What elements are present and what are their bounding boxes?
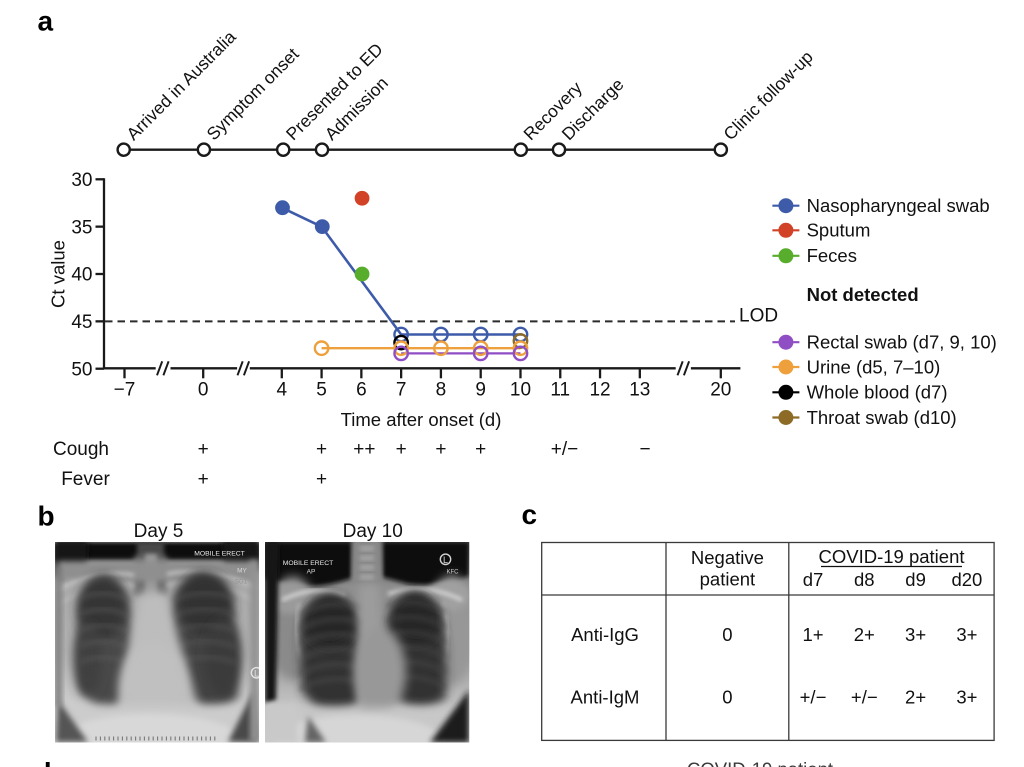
svg-text:Negative: Negative (691, 547, 764, 568)
svg-text:d7: d7 (803, 569, 824, 590)
svg-text:+: + (316, 469, 327, 490)
svg-text:+: + (198, 439, 209, 460)
svg-text:Fever: Fever (61, 469, 110, 490)
svg-text:Feces: Feces (807, 245, 857, 266)
svg-text:3+: 3+ (956, 624, 977, 645)
svg-text:12: 12 (589, 380, 610, 401)
svg-text:d: d (35, 757, 52, 767)
svg-text:35: 35 (71, 217, 92, 238)
svg-text:+/−: +/− (851, 686, 878, 707)
svg-text:MY: MY (237, 568, 247, 575)
svg-text:0: 0 (198, 380, 209, 401)
svg-text:−: − (639, 439, 650, 460)
svg-text:10: 10 (510, 380, 531, 401)
svg-text:11: 11 (550, 380, 570, 401)
svg-text:MOBILE ERECT: MOBILE ERECT (194, 551, 245, 558)
svg-text:20: 20 (710, 380, 731, 401)
svg-text:a: a (38, 6, 54, 37)
svg-text:Whole blood (d7): Whole blood (d7) (807, 382, 948, 403)
svg-text:+/−: +/− (551, 439, 578, 460)
svg-text:Throat swab (d10): Throat swab (d10) (807, 407, 957, 428)
svg-text:COVID-19 patient: COVID-19 patient (818, 546, 964, 567)
svg-text:2+: 2+ (905, 686, 926, 707)
svg-text:9: 9 (475, 380, 486, 401)
svg-text:MOBILE ERECT: MOBILE ERECT (283, 560, 334, 567)
svg-text:LOD: LOD (739, 305, 778, 326)
svg-text:−7: −7 (114, 380, 136, 401)
svg-text:COVID-19 patient: COVID-19 patient (687, 759, 833, 767)
svg-text:patient: patient (700, 569, 756, 590)
svg-text:7: 7 (396, 380, 407, 401)
svg-text:Time after onset (d): Time after onset (d) (341, 409, 502, 430)
svg-text:Not detected: Not detected (807, 284, 919, 305)
svg-text:d8: d8 (854, 569, 875, 590)
svg-text:Anti-IgM: Anti-IgM (571, 686, 640, 707)
svg-text:1+: 1+ (802, 624, 823, 645)
svg-text:++: ++ (353, 439, 375, 460)
svg-text:8: 8 (436, 380, 447, 401)
svg-text:40: 40 (71, 265, 92, 286)
svg-text:Ct value: Ct value (48, 240, 69, 308)
svg-text:L: L (443, 555, 448, 565)
svg-text:0: 0 (722, 624, 732, 645)
svg-text:d9: d9 (905, 569, 926, 590)
svg-text:3+: 3+ (956, 686, 977, 707)
svg-text:3+: 3+ (905, 624, 926, 645)
svg-text:Urine (d5, 7–10): Urine (d5, 7–10) (807, 356, 941, 377)
svg-text:L: L (254, 668, 259, 678)
svg-text:6: 6 (356, 380, 367, 401)
svg-text:+: + (475, 439, 486, 460)
svg-text:30: 30 (71, 170, 92, 191)
svg-text:Sputum: Sputum (807, 220, 871, 241)
svg-text:+: + (198, 469, 209, 490)
svg-text:Rectal swab (d7, 9, 10): Rectal swab (d7, 9, 10) (807, 332, 997, 353)
svg-text:4: 4 (277, 380, 288, 401)
svg-text:+: + (435, 439, 446, 460)
svg-text:b: b (38, 501, 55, 532)
svg-text:c: c (522, 499, 538, 530)
svg-text:+/−: +/− (800, 686, 827, 707)
svg-text:AP: AP (307, 569, 316, 576)
svg-text:Cough: Cough (53, 439, 109, 460)
svg-text:Day 10: Day 10 (343, 521, 403, 542)
svg-text:13: 13 (629, 380, 650, 401)
svg-text:45: 45 (71, 312, 92, 333)
svg-text:Day 5: Day 5 (134, 521, 184, 542)
svg-text:50: 50 (71, 359, 92, 380)
svg-text:d20: d20 (951, 569, 982, 590)
svg-text:SG1: SG1 (235, 580, 248, 586)
svg-text:Nasopharyngeal swab: Nasopharyngeal swab (807, 195, 990, 216)
svg-text:2+: 2+ (854, 624, 875, 645)
svg-text:KFC: KFC (447, 570, 460, 576)
svg-text:0: 0 (722, 686, 732, 707)
svg-text:+: + (396, 439, 407, 460)
svg-text:Anti-IgG: Anti-IgG (571, 624, 639, 645)
svg-text:5: 5 (316, 380, 327, 401)
svg-text:+: + (316, 439, 327, 460)
